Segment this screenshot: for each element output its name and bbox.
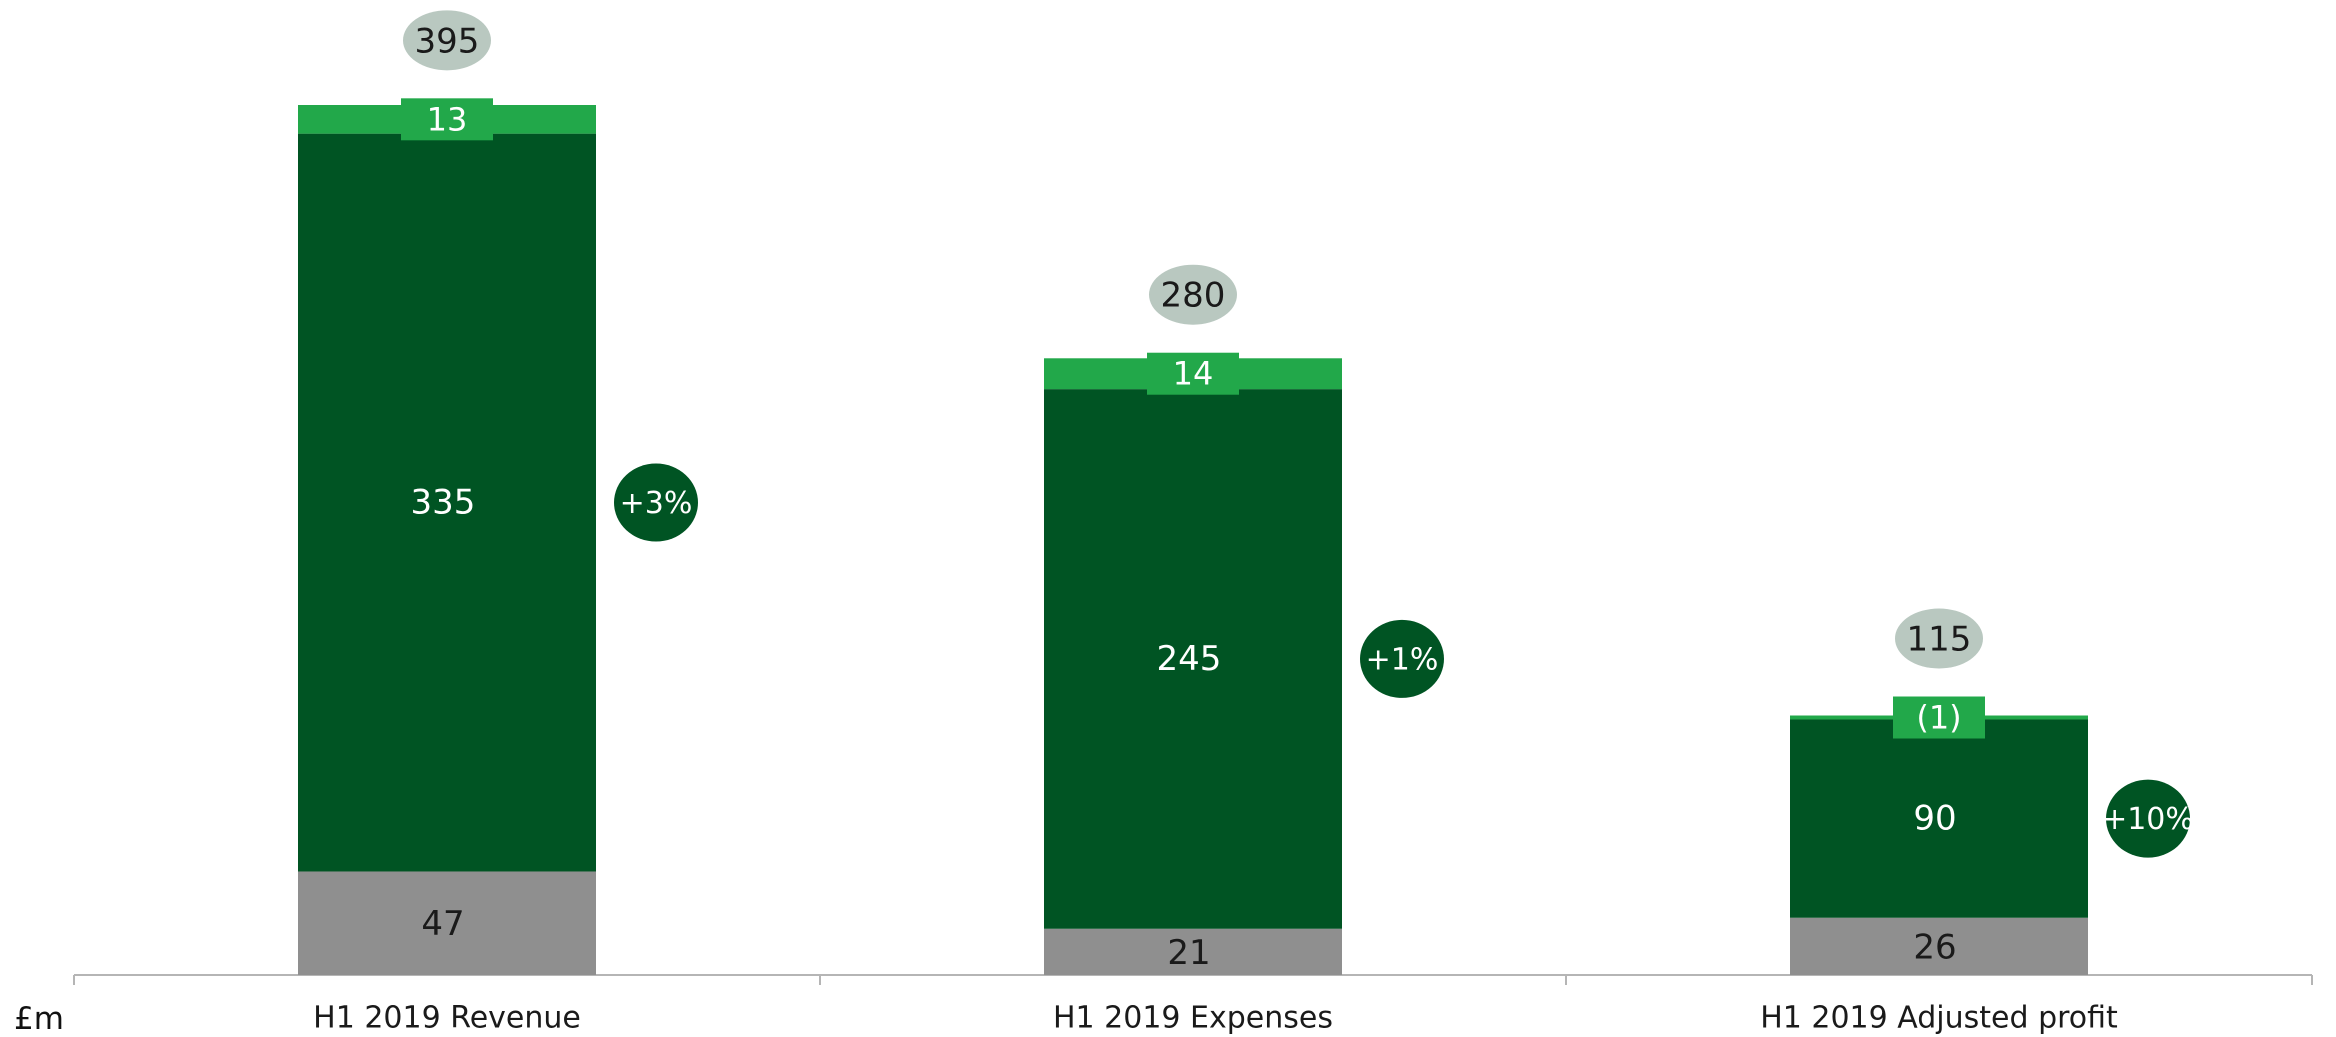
bar-label-main: 245: [1157, 639, 1222, 679]
bar-label-base: 26: [1913, 927, 1956, 967]
growth-badge: [2106, 779, 2190, 858]
total-badge: [1895, 608, 1983, 669]
x-tick-label: H1 2019 Adjusted profit: [1760, 1001, 2118, 1036]
bar-label-main: 335: [411, 483, 476, 523]
bar-label-main: 90: [1913, 799, 1956, 839]
bar-label-base: 47: [421, 904, 464, 944]
growth-label: +1%: [1366, 642, 1439, 677]
growth-badge: [1360, 619, 1444, 698]
total-label: 280: [1161, 276, 1226, 316]
total-label: 115: [1907, 620, 1972, 660]
x-tick-label: H1 2019 Expenses: [1053, 1001, 1333, 1036]
total-badge: [403, 10, 491, 71]
bar-label-top: 13: [427, 100, 468, 138]
bar-label-base: 21: [1167, 933, 1210, 973]
total-label: 395: [415, 21, 480, 61]
bar-segment-base: [1790, 917, 2088, 975]
bar-label-top-box: [401, 98, 493, 141]
growth-label: +3%: [620, 486, 693, 521]
unit-label: £m: [14, 1001, 64, 1037]
total-badge: [1149, 264, 1237, 325]
bar-label-top: (1): [1916, 699, 1961, 737]
bar-label-top-box: [1893, 696, 1985, 739]
growth-label: +10%: [2102, 802, 2194, 837]
bar-segment-main: [298, 133, 596, 872]
bar-segment-main: [1790, 719, 2088, 918]
bar-segment-main: [1044, 389, 1342, 929]
x-tick-label: H1 2019 Revenue: [313, 1001, 581, 1036]
bar-segment-base: [1044, 928, 1342, 975]
bar-segment-base: [298, 871, 596, 975]
bar-label-top-box: [1147, 352, 1239, 395]
growth-badge: [614, 463, 698, 542]
bar-label-top: 14: [1173, 355, 1214, 393]
